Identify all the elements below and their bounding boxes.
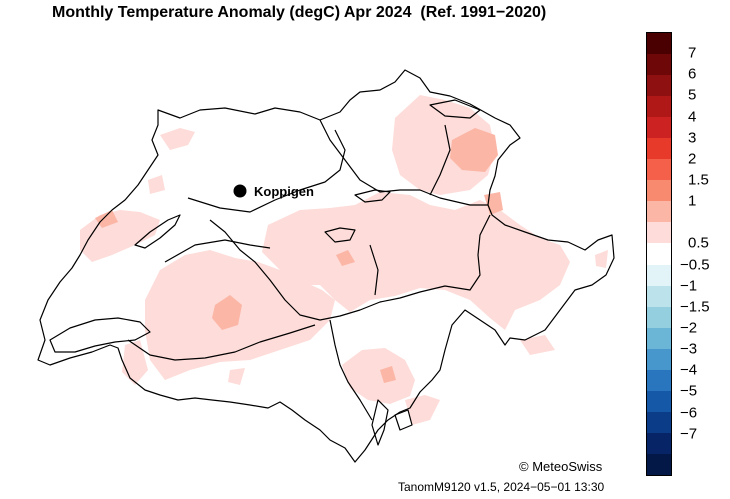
- legend-label: −7: [680, 425, 698, 443]
- canton-border-2: [187, 129, 346, 213]
- lake-neuchatel: [134, 214, 181, 249]
- version-stamp: TanomM9120 v1.5, 2024−05−01 13:30: [398, 480, 605, 494]
- legend-swatch: [647, 432, 671, 454]
- legend-swatch: [647, 285, 671, 307]
- lake-lugano: [394, 409, 413, 431]
- legend-label: 6: [688, 65, 697, 83]
- legend-label: 5: [688, 86, 697, 104]
- legend-swatch: [647, 159, 671, 181]
- legend-swatch: [647, 243, 671, 265]
- legend-label: 1.5: [688, 171, 709, 189]
- legend-swatch: [647, 75, 671, 97]
- legend-swatch: [647, 117, 671, 139]
- legend-swatch: [647, 369, 671, 391]
- color-legend: [646, 32, 672, 476]
- canton-border-7: [369, 244, 379, 296]
- legend-label: 3: [688, 129, 697, 147]
- station-koppigen[interactable]: Koppigen: [233, 184, 314, 199]
- legend-label: 4: [688, 108, 697, 126]
- legend-label: −1.5: [680, 298, 710, 316]
- legend-swatch: [647, 54, 671, 76]
- legend-label: 2: [688, 150, 697, 168]
- legend-swatch: [647, 96, 671, 118]
- lake-lucerne: [324, 227, 356, 243]
- anomaly-fill-medium: [95, 128, 503, 383]
- legend-swatch: [647, 180, 671, 202]
- legend-label: −1: [680, 277, 698, 295]
- legend-swatch: [647, 33, 671, 55]
- station-marker[interactable]: [233, 184, 247, 198]
- canton-border-4: [209, 214, 491, 321]
- legend-label: 0.5: [688, 234, 709, 252]
- lake-constance: [429, 99, 481, 119]
- legend-swatch: [647, 390, 671, 412]
- station-label: Koppigen: [254, 184, 314, 199]
- switzerland-anomaly-map: Koppigen: [37, 69, 615, 463]
- legend-label: 7: [688, 44, 697, 62]
- borders: [37, 69, 615, 463]
- legend-swatch: [647, 222, 671, 244]
- legend-label: −5: [680, 382, 698, 400]
- legend-swatch: [647, 264, 671, 286]
- legend-swatch: [647, 411, 671, 433]
- canton-border-1: [319, 119, 488, 206]
- canton-border-5: [329, 319, 373, 421]
- canton-border-8: [429, 124, 451, 196]
- legend-label: 1: [688, 192, 697, 210]
- legend-label: −3: [680, 340, 698, 358]
- canton-border-6: [127, 324, 316, 361]
- canton-border-3: [164, 239, 271, 263]
- lake-geneva: [49, 317, 151, 353]
- legend-label: −2: [680, 319, 698, 337]
- legend-labels: 7 6 5 4 3 2 1.5 1 0.5 −0.5 −1 −1.5 −2 −3 −4 −5 −6 −7: [680, 32, 730, 476]
- national-border: [37, 69, 615, 463]
- legend-swatch: [647, 453, 671, 475]
- lake-maggiore: [371, 399, 389, 446]
- legend-swatch: [647, 306, 671, 328]
- legend-swatch: [647, 348, 671, 370]
- legend-label: −4: [680, 361, 698, 379]
- legend-label: −0.5: [680, 256, 710, 274]
- lake-zurich: [354, 189, 391, 203]
- legend-swatch: [647, 138, 671, 160]
- legend-swatch: [647, 201, 671, 223]
- legend-label: −6: [680, 404, 698, 422]
- map-title: Monthly Temperature Anomaly (degC) Apr 2…: [52, 4, 547, 21]
- copyright-credit: © MeteoSwiss: [519, 459, 603, 474]
- legend-swatch: [647, 327, 671, 349]
